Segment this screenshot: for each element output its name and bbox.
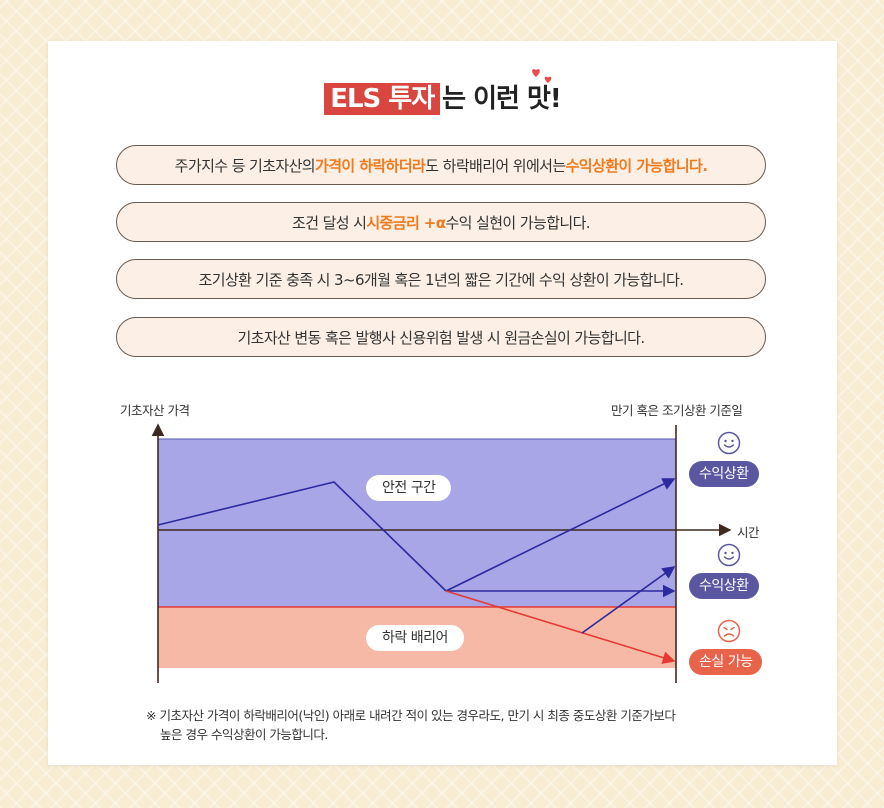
footnote-line-2: 높은 경우 수익상환이 가능합니다. bbox=[160, 727, 328, 742]
feature-pill-3: 조기상환 기준 충족 시 3~6개월 혹은 1년의 짧은 기간에 수익 상환이 … bbox=[116, 259, 766, 299]
pill-text: 도 하락배리어 위에서는 bbox=[425, 156, 566, 175]
sad-icon bbox=[717, 619, 741, 643]
result-badge-profit: 수익상환 bbox=[689, 461, 759, 487]
pill-text: 조건 달성 시 bbox=[292, 213, 367, 232]
result-badge-profit: 수익상환 bbox=[689, 573, 759, 599]
feature-pill-2: 조건 달성 시 시중금리 +α 수익 실현이 가능합니다. bbox=[116, 202, 766, 242]
pill-emphasis: 가격이 하락하더라 bbox=[315, 156, 426, 175]
barrier-label: 하락 배리어 bbox=[366, 625, 464, 651]
smile-icon bbox=[717, 543, 741, 567]
path-loss bbox=[445, 590, 676, 664]
title-rest: 는 이런 맛! bbox=[442, 84, 562, 114]
info-card: ELS 투자 는 이런 맛! 주가지수 등 기초자산의 가격이 하락하더라 도 하락… bbox=[48, 41, 837, 765]
maturity-label: 만기 혹은 조기상환 기준일 bbox=[611, 403, 743, 418]
pill-emphasis: 수익상환이 가능합니다. bbox=[565, 156, 708, 175]
els-payoff-diagram bbox=[151, 423, 732, 683]
page-title: ELS 투자 는 이런 맛! bbox=[48, 83, 837, 115]
safe-zone bbox=[158, 439, 676, 607]
title-highlight: ELS 투자 bbox=[324, 83, 441, 115]
pill-text: 수익 실현이 가능합니다. bbox=[445, 213, 590, 232]
path-up bbox=[445, 478, 676, 592]
heart-icon bbox=[532, 69, 552, 83]
pill-emphasis: 시중금리 +α bbox=[366, 213, 446, 232]
result-badge-loss: 손실 가능 bbox=[689, 649, 763, 675]
footnote-line-1: ※ 기초자산 가격이 하락배리어(낙인) 아래로 내려간 적이 있는 경우라도,… bbox=[146, 708, 676, 723]
smile-icon bbox=[717, 431, 741, 455]
feature-pill-4: 기초자산 변동 혹은 발행사 신용위험 발생 시 원금손실이 가능합니다. bbox=[116, 317, 766, 357]
path-recover bbox=[581, 566, 676, 634]
y-axis-label: 기초자산 가격 bbox=[120, 403, 190, 418]
safe-zone-label: 안전 구간 bbox=[366, 475, 452, 501]
pill-text: 기초자산 변동 혹은 발행사 신용위험 발생 시 원금손실이 가능합니다. bbox=[237, 328, 645, 347]
pill-text: 조기상환 기준 충족 시 3~6개월 혹은 1년의 짧은 기간에 수익 상환이 … bbox=[198, 270, 684, 289]
footnote: ※ 기초자산 가격이 하락배리어(낙인) 아래로 내려간 적이 있는 경우라도,… bbox=[146, 706, 676, 744]
x-axis-label: 시간 bbox=[737, 525, 760, 540]
pill-text: 주가지수 등 기초자산의 bbox=[174, 156, 316, 175]
price-path bbox=[157, 481, 447, 592]
feature-pill-1: 주가지수 등 기초자산의 가격이 하락하더라 도 하락배리어 위에서는 수익상환이… bbox=[116, 145, 766, 185]
